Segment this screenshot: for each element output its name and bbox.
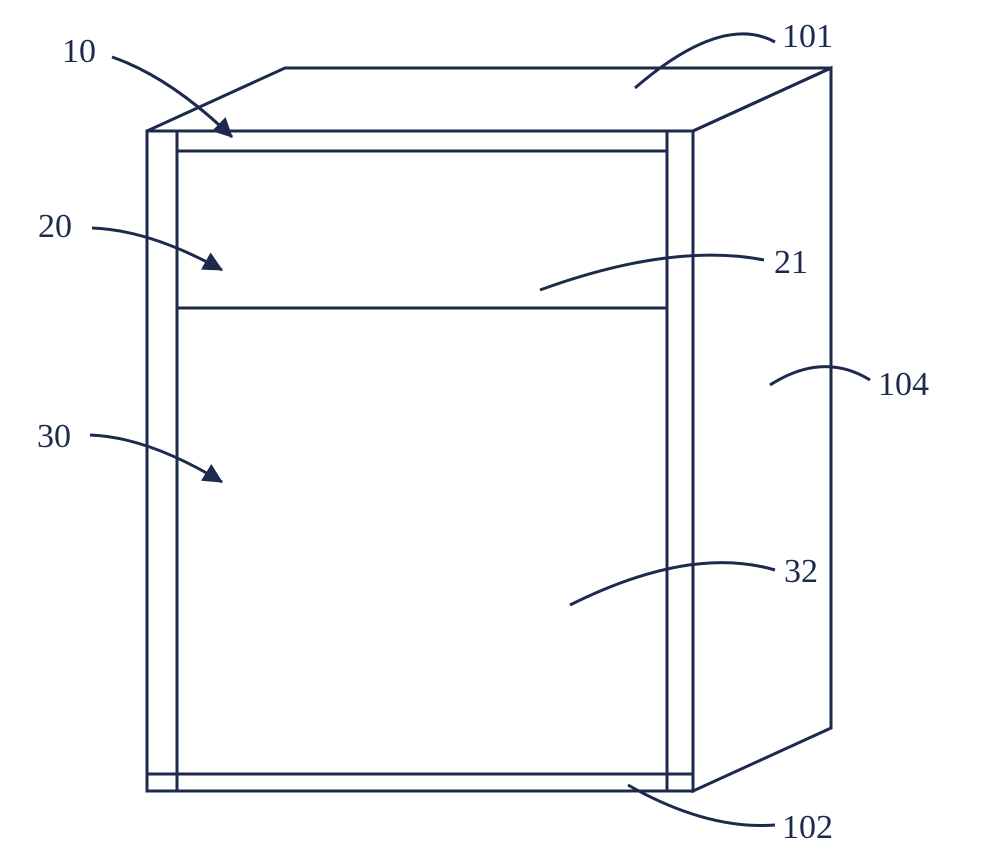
labels: 101 10 20 21 104 30 32 102 xyxy=(37,18,929,846)
leaders xyxy=(90,34,870,826)
front-outer-frame xyxy=(147,131,693,791)
top-face xyxy=(147,68,831,131)
label-30: 30 xyxy=(37,418,71,455)
label-102: 102 xyxy=(782,809,833,846)
label-32: 32 xyxy=(784,553,818,590)
label-101: 101 xyxy=(782,18,833,55)
label-21: 21 xyxy=(774,244,808,281)
leader-21 xyxy=(540,255,764,290)
leader-104 xyxy=(770,367,870,385)
leader-101 xyxy=(635,34,775,88)
label-104: 104 xyxy=(878,366,929,403)
diagram-svg: 101 10 20 21 104 30 32 102 xyxy=(0,0,1000,849)
leader-10 xyxy=(112,57,232,137)
leader-30 xyxy=(90,435,222,482)
cabinet xyxy=(147,68,831,791)
right-side-face xyxy=(693,68,831,791)
leader-32 xyxy=(570,563,775,605)
leader-20 xyxy=(92,228,222,270)
label-20: 20 xyxy=(38,208,72,245)
label-10: 10 xyxy=(62,33,96,70)
